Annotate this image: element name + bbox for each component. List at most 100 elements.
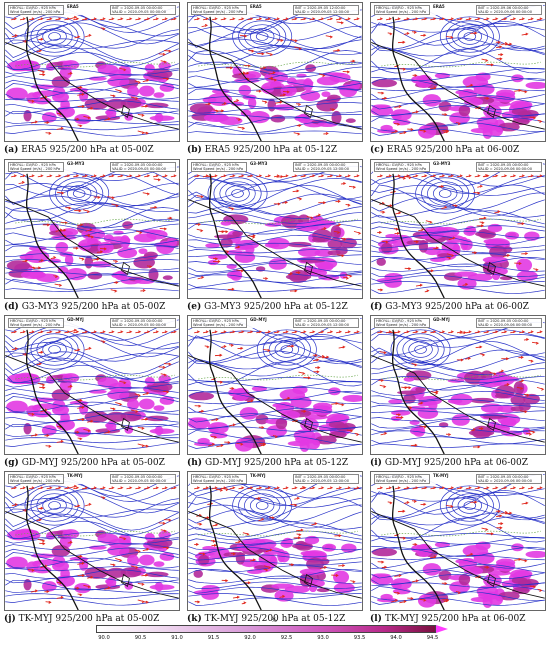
valid-time: VALID = 2020-09-05 12:00:00 [295,9,349,14]
valid-time: VALID = 2020-09-06 00:00:00 [478,166,532,171]
model-name: G3-MY3 [433,161,451,166]
valid-time: VALID = 2020-09-05 00:00:00 [112,166,166,171]
field-line-2: Wind Speed (m/s) - 200 hPa [376,166,427,171]
coastline [371,173,545,298]
panel-header: HRO%L: GV/RO - 925 hPa Wind Speed (m/s) … [373,4,543,15]
panel-label: (j) [4,614,16,624]
panel-caption: (k) TK-MYJ 925/200 hPa at 05-12Z [187,614,363,624]
field-line-2: Wind Speed (m/s) - 200 hPa [376,478,427,483]
map-plot: HRO%L: GV/RO - 925 hPa Wind Speed (m/s) … [370,159,546,299]
streamlines [5,5,179,137]
panel-caption-text: G3-MY3 925/200 hPa at 05-00Z [21,302,166,312]
panel-label: (h) [187,458,203,468]
map-plot: HRO%L: GV/RO - 925 hPa Wind Speed (m/s) … [4,159,180,299]
coastline [5,329,179,454]
panel-caption: (h) GD-MYJ 925/200 hPa at 05-12Z [187,458,363,468]
time-box: INIT = 2020-09-05 00:00:00 VALID = 2020-… [476,161,542,172]
field-line-1: HRO%L: GV/RO - 925 hPa [10,5,56,10]
figure-panel: HRO%L: GV/RO - 925 hPa Wind Speed (m/s) … [187,471,363,629]
model-name: ERA5 [433,4,445,9]
panel-label: (i) [370,458,382,468]
field-legend: HRO%L: GV/RO - 925 hPa Wind Speed (m/s) … [8,473,64,484]
valid-time: VALID = 2020-09-06 00:00:00 [478,9,532,14]
wind-vectors [194,330,360,448]
time-box: INIT = 2020-09-05 00:00:00 VALID = 2020-… [110,4,176,15]
streamline-map [188,318,362,454]
valid-time: VALID = 2020-09-05 00:00:00 [112,478,166,483]
map-plot: HRO%L: GV/RO - 925 hPa Wind Speed (m/s) … [370,315,546,455]
map-plot: HRO%L: GV/RO - 925 hPa Wind Speed (m/s) … [4,2,180,142]
coastline [188,485,362,610]
field-line-2: Wind Speed (m/s) - 200 hPa [193,322,244,327]
coastline [188,16,362,141]
field-line-1: HRO%L: GV/RO - 925 hPa [193,318,239,323]
panel-header: HRO%L: GV/RO - 925 hPa Wind Speed (m/s) … [190,161,360,172]
coastline [5,173,179,298]
time-box: INIT = 2020-09-05 00:00:00 VALID = 2020-… [476,473,542,484]
colorbar-tick-label: 90.0 [98,635,110,641]
init-time: INIT = 2020-09-05 00:00:00 [112,474,163,479]
panel-header: HRO%L: GV/RO - 925 hPa Wind Speed (m/s) … [7,317,177,328]
colorbar-tick-label: 94.0 [390,635,402,641]
panel-caption: (i) GD-MYJ 925/200 hPa at 06-00Z [370,458,546,468]
humidity-shading [371,541,545,608]
streamlines [188,473,362,606]
colorbar-gradient [96,625,436,633]
green-contour [381,530,541,537]
field-legend: HRO%L: GV/RO - 925 hPa Wind Speed (m/s) … [374,4,430,15]
field-line-1: HRO%L: GV/RO - 925 hPa [376,162,422,167]
panel-header: HRO%L: GV/RO - 925 hPa Wind Speed (m/s) … [7,4,177,15]
model-name: TK-MYJ [250,473,266,478]
panel-caption: (l) TK-MYJ 925/200 hPa at 06-00Z [370,614,546,624]
figure-panel: HRO%L: GV/RO - 925 hPa Wind Speed (m/s) … [370,2,546,160]
streamlines [371,161,545,294]
panel-caption: (b) ERA5 925/200 hPa at 05-12Z [187,145,363,155]
panel-caption-text: TK-MYJ 925/200 hPa at 05-12Z [204,614,346,624]
field-line-2: Wind Speed (m/s) - 200 hPa [193,478,244,483]
time-box: INIT = 2020-09-05 00:00:00 VALID = 2020-… [476,317,542,328]
streamline-map [5,166,179,298]
streamline-map [371,474,545,610]
model-name: ERA5 [250,4,262,9]
wind-vectors [194,174,362,293]
init-time: INIT = 2020-09-05 12:00:00 [295,5,346,10]
streamline-map [371,321,545,454]
model-name: TK-MYJ [433,473,449,478]
field-line-2: Wind Speed (m/s) - 200 hPa [376,322,427,327]
map-plot: HRO%L: GV/RO - 925 hPa Wind Speed (m/s) … [4,471,180,611]
panel-caption: (e) G3-MY3 925/200 hPa at 05-12Z [187,302,363,312]
valid-time: VALID = 2020-09-05 12:00:00 [295,478,349,483]
init-time: INIT = 2020-09-05 00:00:00 [295,162,346,167]
coastline [371,16,545,141]
model-name: G3-MY3 [67,161,85,166]
green-contour [198,530,358,537]
figure-panel: HRO%L: GV/RO - 925 hPa Wind Speed (m/s) … [4,471,180,629]
streamline-map [188,165,362,298]
humidity-shading [188,385,362,452]
humidity-shading [376,223,540,290]
time-box: INIT = 2020-09-05 00:00:00 VALID = 2020-… [110,317,176,328]
panel-header: HRO%L: GV/RO - 925 hPa Wind Speed (m/s) … [373,317,543,328]
init-time: INIT = 2020-09-05 00:00:00 [478,318,529,323]
figure-panel: HRO%L: GV/RO - 925 hPa Wind Speed (m/s) … [187,159,363,317]
colorbar: % 90.0 90.5 91.0 91.5 92.0 92.5 93.0 93.5 94.0 94… [96,617,452,651]
panel-label: (k) [187,614,202,624]
humidity-shading [193,535,357,602]
field-legend: HRO%L: GV/RO - 925 hPa Wind Speed (m/s) … [8,317,64,328]
panel-label: (e) [187,302,202,312]
green-contour [198,374,358,381]
panel-label: (f) [370,302,383,312]
coastline [5,16,179,141]
coastline [371,485,545,610]
panel-header: HRO%L: GV/RO - 925 hPa Wind Speed (m/s) … [7,473,177,484]
streamlines [188,318,362,450]
panel-caption: (j) TK-MYJ 925/200 hPa at 05-00Z [4,614,180,624]
panel-header: HRO%L: GV/RO - 925 hPa Wind Speed (m/s) … [7,161,177,172]
field-legend: HRO%L: GV/RO - 925 hPa Wind Speed (m/s) … [191,4,247,15]
field-line-2: Wind Speed (m/s) - 200 hPa [10,166,61,171]
panel-caption: (c) ERA5 925/200 hPa at 06-00Z [370,145,546,155]
valid-time: VALID = 2020-09-05 12:00:00 [295,166,349,171]
field-line-1: HRO%L: GV/RO - 925 hPa [193,5,239,10]
green-contour [198,218,358,225]
panel-caption-text: GD-MYJ 925/200 hPa at 05-12Z [204,458,349,468]
